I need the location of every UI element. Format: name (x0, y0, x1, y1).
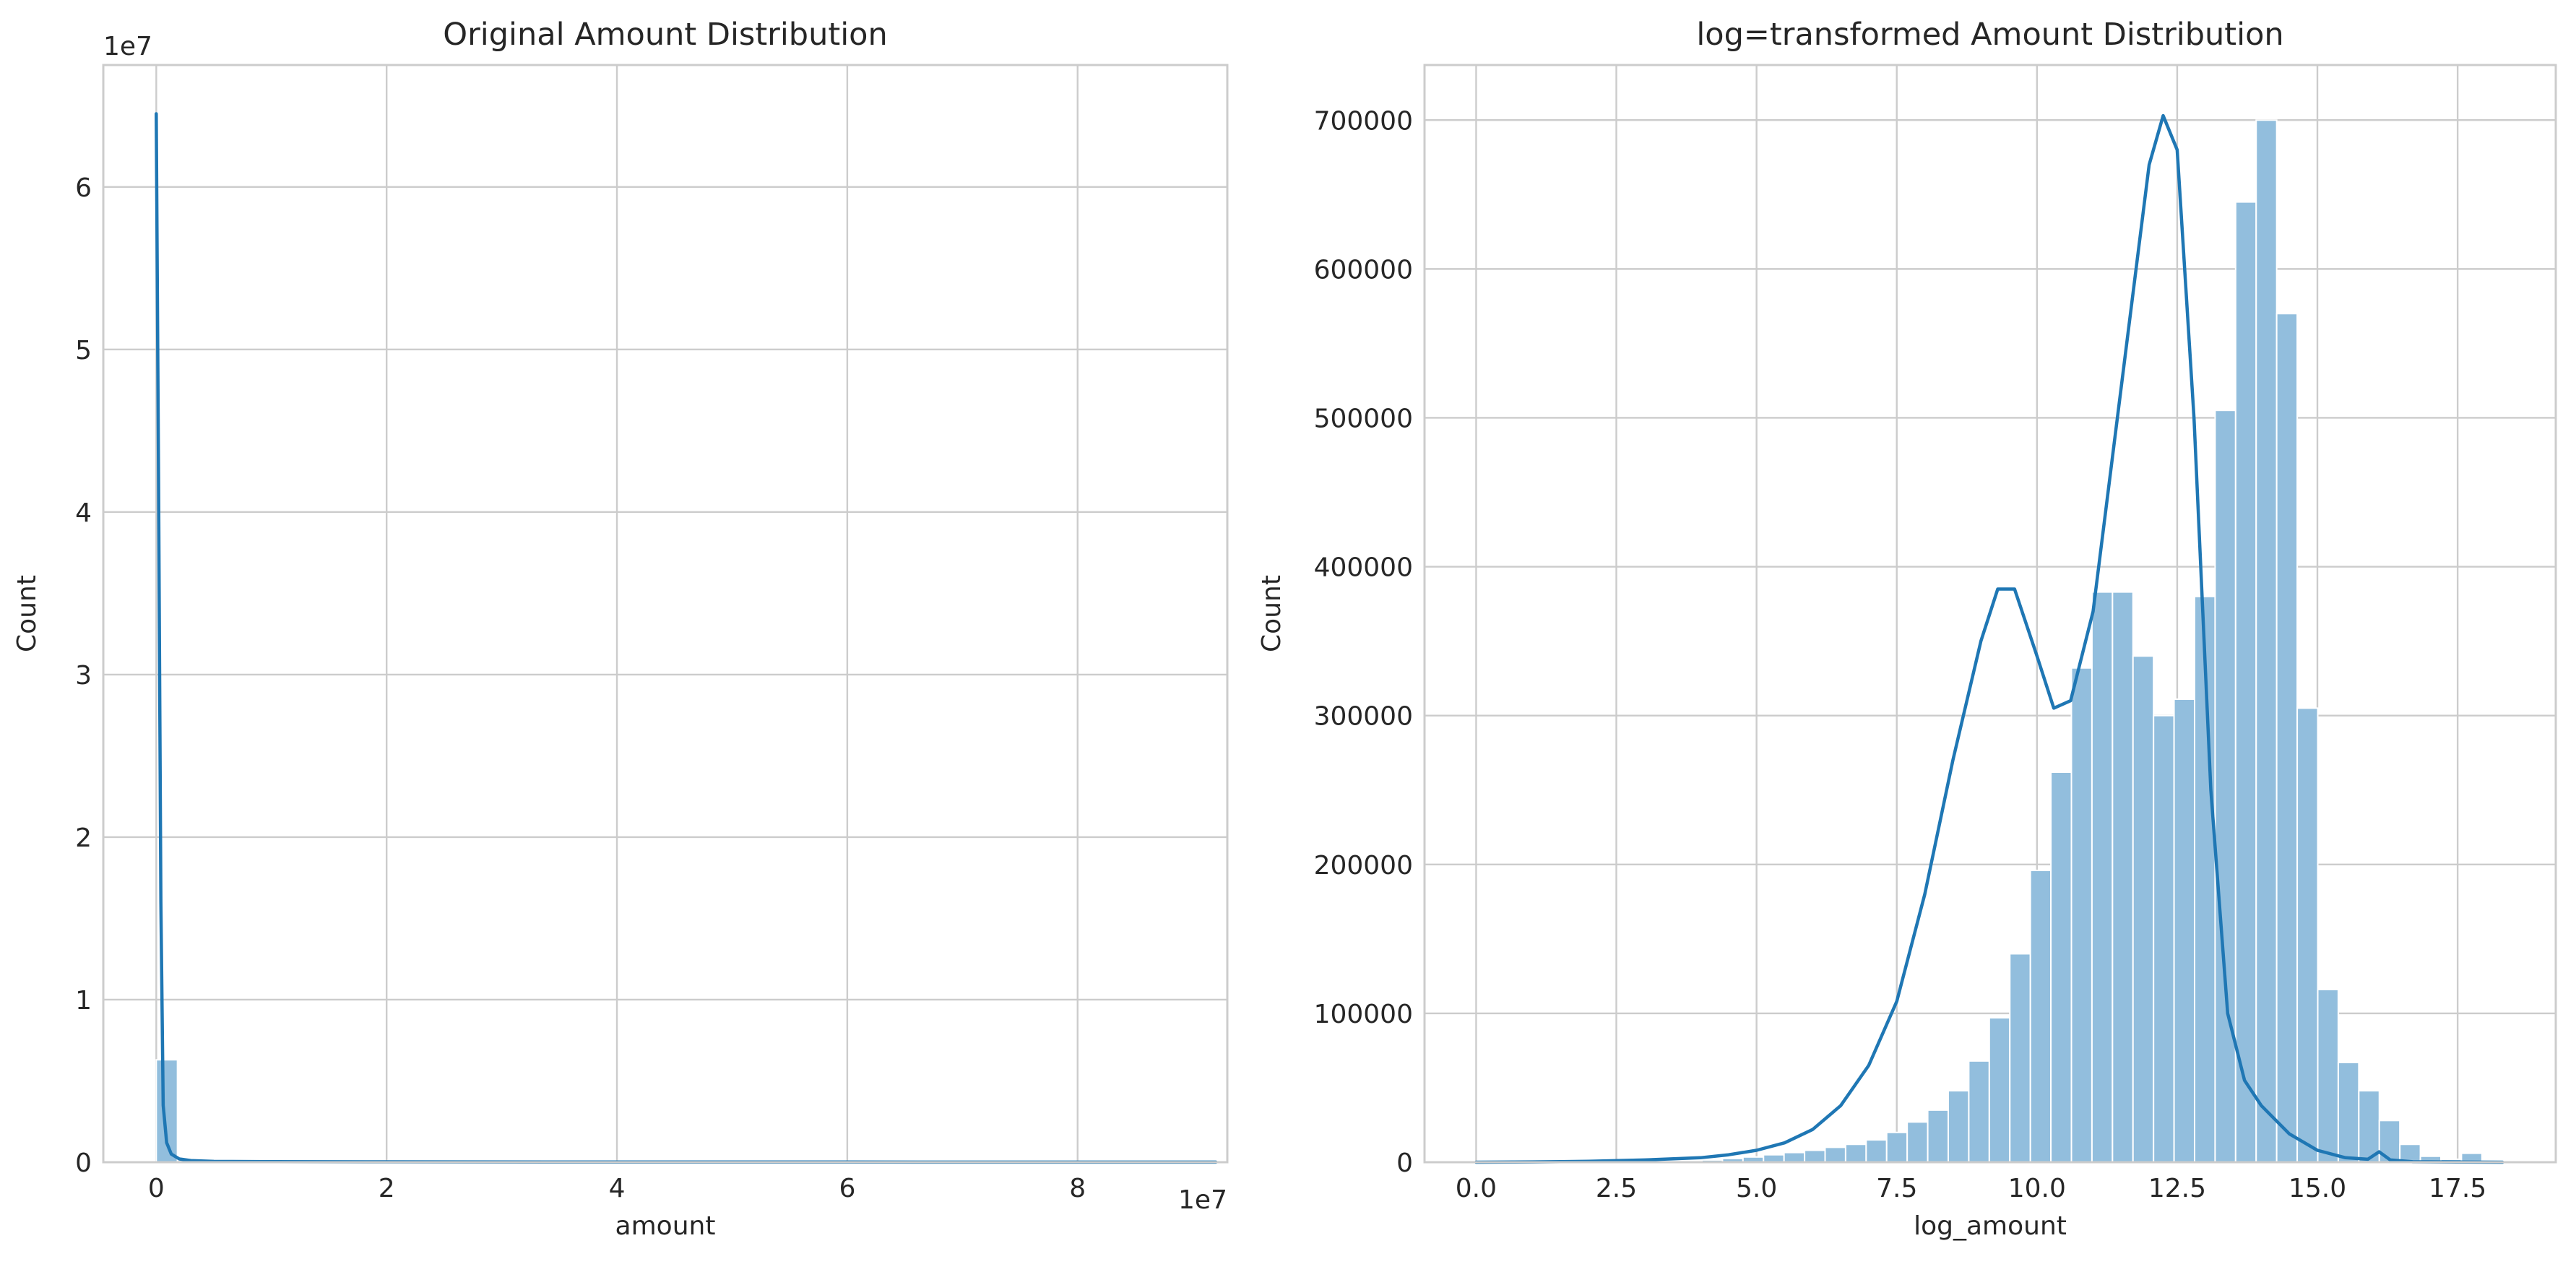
histogram-bar (1763, 1154, 1785, 1163)
histogram-bar (2214, 410, 2236, 1163)
x-tick-label: 10.0 (2008, 1174, 2066, 1203)
x-tick-label: 7.5 (1876, 1174, 1917, 1203)
histogram-bar (2296, 707, 2319, 1163)
histogram-bar (2173, 698, 2195, 1163)
histogram-bar (1865, 1139, 1888, 1163)
histogram-bar (1824, 1146, 1846, 1163)
x-tick-label: 5.0 (1736, 1174, 1777, 1203)
x-tick-label: 6 (839, 1174, 855, 1203)
plot-frame (1423, 64, 2557, 1164)
y-tick-label: 400000 (1314, 553, 1413, 583)
histogram-bar (1988, 1017, 2011, 1164)
histogram-bar (2050, 771, 2073, 1163)
x-tick-label: 0.0 (1456, 1174, 1497, 1203)
x-axis-label: amount (615, 1211, 716, 1241)
histogram-bar (1783, 1151, 1806, 1164)
x-tick-label: 15.0 (2288, 1174, 2346, 1203)
kde-line (1474, 113, 2504, 1164)
histogram-bar (2070, 667, 2093, 1163)
y-tick-label: 0 (75, 1148, 92, 1178)
histogram-bar (1948, 1090, 1970, 1164)
x-tick-label: 2 (379, 1174, 395, 1203)
y-tick-label: 1 (75, 986, 92, 1016)
histogram-bar (2091, 591, 2114, 1163)
histogram-bar (2153, 714, 2175, 1163)
histogram-bar (2029, 870, 2052, 1164)
histogram-bar (1927, 1109, 1950, 1163)
chart-original-amount: 0 2 4 6 8 0 1 2 3 4 5 6 Original Amount Distribution… (12, 17, 1229, 1241)
y-axis-label: Count (1257, 575, 1287, 652)
chart-title: log=transformed Amount Distribution (1696, 17, 2283, 53)
histogram-bar (1804, 1149, 1826, 1163)
x-tick-label: 17.5 (2429, 1174, 2486, 1203)
y-tick-label: 0 (1396, 1148, 1413, 1178)
y-tick-label: 5 (75, 336, 92, 365)
y-offset-label: 1e7 (103, 32, 152, 61)
y-tick-label: 6 (75, 173, 92, 203)
x-axis-label: log_amount (1914, 1211, 2067, 1241)
x-tick-label: 0 (148, 1174, 165, 1203)
histogram-bar (1968, 1060, 1990, 1163)
histogram-bar (2317, 988, 2339, 1163)
x-tick-label: 4 (609, 1174, 626, 1203)
y-axis-label: Count (12, 575, 42, 652)
histogram-bar (1844, 1143, 1867, 1164)
histogram-bar (2132, 655, 2155, 1163)
y-tick-label: 2 (75, 823, 92, 853)
histogram-bar (2255, 119, 2278, 1163)
y-tick-label: 100000 (1314, 1000, 1413, 1029)
x-tick-label: 2.5 (1596, 1174, 1637, 1203)
y-tick-label: 3 (75, 661, 92, 691)
plot-frame (102, 64, 1229, 1164)
histogram-bar (2275, 313, 2299, 1163)
histogram-bar (2337, 1061, 2360, 1163)
chart-log-amount: 0.0 2.5 5.0 7.5 10.0 12.5 15.0 17.5 0 100000 20000… (1257, 17, 2557, 1241)
x-offset-label: 1e7 (1178, 1185, 1227, 1215)
histogram-bar (2358, 1090, 2380, 1164)
y-tick-label: 500000 (1314, 404, 1413, 433)
x-tick-label: 8 (1069, 1174, 1086, 1203)
y-tick-label: 700000 (1314, 106, 1413, 136)
y-tick-label: 4 (75, 498, 92, 528)
y-tick-label: 600000 (1314, 255, 1413, 285)
kde-line (155, 112, 1218, 1164)
histogram-bar (2234, 201, 2257, 1164)
histogram-bar (1885, 1131, 1909, 1163)
histogram-bar (1906, 1121, 1929, 1164)
histogram-bar (2112, 591, 2134, 1163)
histogram-bar (2009, 953, 2031, 1163)
x-tick-label: 12.5 (2148, 1174, 2206, 1203)
y-tick-label: 300000 (1314, 702, 1413, 732)
chart-title: Original Amount Distribution (443, 17, 887, 53)
y-tick-label: 200000 (1314, 851, 1413, 881)
histogram-bar (2399, 1143, 2421, 1164)
